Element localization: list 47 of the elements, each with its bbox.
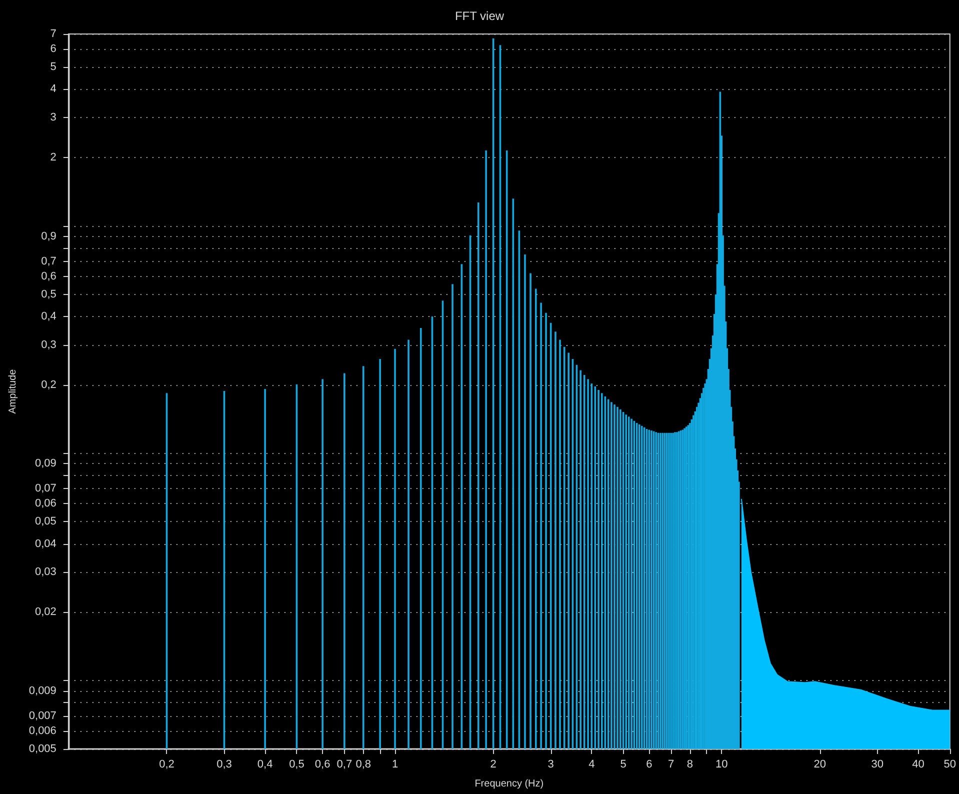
y-tick-label: 0,06 [35, 498, 56, 510]
x-tick-label: 40 [912, 758, 924, 770]
y-tick-label: 3 [50, 112, 56, 124]
y-axis-title: Amplitude [8, 368, 18, 414]
x-tick-label: 0,2 [159, 758, 174, 770]
y-tick-label: 0,09 [35, 458, 56, 470]
y-tick-label: 6 [50, 43, 56, 56]
x-tick-label: 4 [588, 758, 595, 770]
x-tick-label: 6 [646, 758, 652, 770]
x-tick-label: 10 [715, 758, 728, 770]
y-tick-label: 0,9 [41, 230, 56, 242]
x-tick-label: 50 [944, 758, 956, 770]
y-tick-label: 4 [50, 83, 56, 96]
chart-title: FFT view [454, 9, 504, 23]
x-tick-label: 1 [392, 758, 398, 770]
y-tick-label: 0,05 [35, 516, 56, 528]
x-tick-label: 8 [686, 758, 694, 770]
y-tick-label: 0,6 [41, 270, 56, 282]
y-tick-label: 0,2 [41, 378, 56, 391]
y-tick-label: 0,04 [35, 538, 56, 550]
x-axis-title: Frequency (Hz) [474, 778, 544, 790]
x-tick-label: 0,6 [314, 758, 330, 770]
y-tick-label: 2 [50, 152, 56, 164]
y-tick-label: 0,3 [41, 338, 56, 351]
y-tick-label: 0,009 [28, 684, 56, 697]
x-tick-label: 3 [548, 758, 554, 770]
x-tick-label: 0,3 [216, 758, 232, 770]
y-tick-label: 7 [50, 28, 56, 40]
y-tick-label: 0,5 [41, 288, 56, 300]
x-tick-label: 0,5 [289, 758, 304, 770]
y-tick-label: 0,07 [35, 482, 56, 495]
y-tick-label: 0,02 [35, 606, 56, 618]
y-tick-label: 0,03 [35, 566, 56, 578]
x-tick-label: 0,4 [257, 758, 273, 770]
y-tick-label: 0,007 [28, 710, 56, 722]
y-tick-label: 0,006 [28, 725, 56, 738]
y-tick-label: 0,005 [28, 743, 56, 755]
x-tick-label: 2 [490, 758, 496, 770]
x-tick-label: 0,7 [336, 758, 352, 770]
y-tick-label: 0,4 [41, 310, 56, 322]
x-tick-label: 0,8 [356, 758, 372, 770]
y-tick-label: 0,7 [41, 255, 56, 268]
x-tick-label: 30 [871, 758, 884, 770]
x-tick-label: 5 [620, 758, 626, 770]
y-tick-label: 5 [50, 61, 56, 74]
x-tick-label: 20 [814, 758, 826, 770]
x-tick-label: 7 [668, 758, 674, 770]
